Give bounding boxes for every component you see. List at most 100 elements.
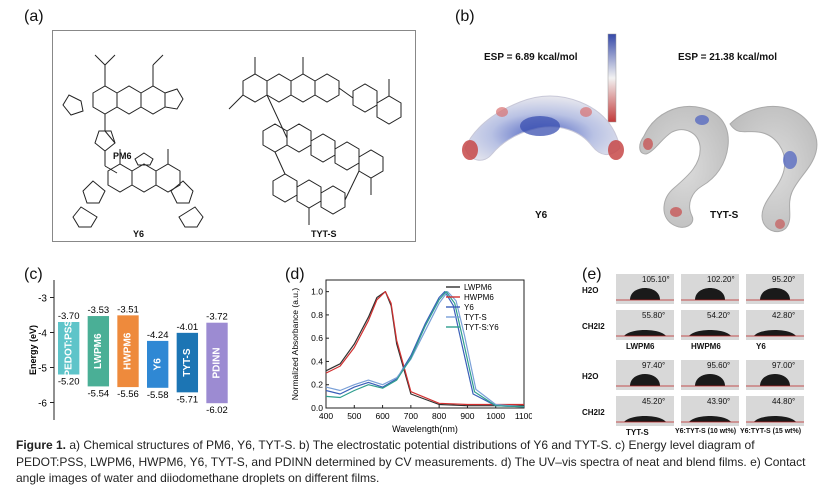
energy-bar (147, 340, 169, 388)
panel-c-label: (c) (24, 266, 43, 283)
contact-angle-image: 43.90° (681, 396, 739, 426)
diiodomethane-droplet (624, 416, 666, 422)
contact-angle-value: 97.40° (642, 361, 666, 370)
uvvis-series-line (325, 291, 524, 406)
energy-y-axis-label: Energy (eV) (28, 325, 38, 375)
contact-angle-image: 54.20° (681, 310, 739, 340)
energy-bar-category: PEDOT:PSS (63, 320, 74, 377)
uvvis-series-line (325, 291, 524, 407)
contact-angle-image: 45.20° (616, 396, 674, 426)
energy-bottom-value: -6.02 (206, 405, 228, 416)
water-droplet (630, 288, 660, 300)
contact-angle-value: 45.20° (642, 397, 666, 406)
uvvis-y-tick-label: 0.2 (311, 380, 323, 390)
uvvis-x-tick-label: 1000 (486, 411, 505, 421)
chemical-structures-panel: PM6 Y6 TYT-S (52, 30, 416, 242)
water-droplet (760, 374, 790, 386)
energy-bottom-value: -5.58 (147, 390, 169, 401)
panel-d-label: (d) (285, 266, 305, 283)
contact-angle-liquid-label: H2O (582, 372, 599, 381)
contact-angle-value: 54.20° (707, 311, 731, 320)
contact-angle-panel: H2O 105.10° 102.20° 95.20° CH2I2 55.80° 54.20°… (582, 274, 822, 437)
contact-angle-image: 102.20° (681, 274, 739, 304)
energy-bar (87, 316, 110, 387)
y6-structure-label: Y6 (133, 229, 145, 239)
film-label: TYT-S (626, 428, 649, 437)
uvvis-series-line (325, 291, 525, 408)
water-droplet (695, 288, 725, 300)
figure-caption: Figure 1. a) Chemical structures of PM6,… (16, 437, 824, 487)
film-label: Y6:TYT-S (15 wt%) (740, 428, 802, 435)
water-droplet (695, 374, 725, 386)
uvvis-series-line (325, 291, 525, 408)
contact-angle-value: 44.80° (772, 397, 796, 406)
y6-esp-name: Y6 (535, 210, 548, 221)
energy-bar-category: PDINN (212, 347, 223, 378)
uvvis-chart: 400 500 600 700 800 900 1000 1100 0.0 0.2 0.4 0.6 0.… (288, 268, 533, 440)
contact-angle-image: 97.40° (616, 360, 674, 390)
tyts-esp-name: TYT-S (710, 210, 739, 221)
uvvis-y-tick-label: 1.0 (311, 287, 323, 297)
energy-top-value: -3.51 (117, 304, 139, 315)
contact-angle-image: 44.80° (746, 396, 804, 426)
pm6-label: PM6 (113, 151, 132, 161)
contact-angle-value: 95.20° (772, 275, 796, 284)
uvvis-legend-entry: HWPM6 (464, 293, 494, 302)
energy-top-value: -3.70 (58, 311, 80, 322)
energy-bar (176, 332, 199, 393)
panel-e-label: (e) (582, 266, 602, 283)
energy-bar-category: HWPM6 (123, 332, 134, 370)
tyts-structure-label: TYT-S (311, 229, 337, 239)
energy-bottom-value: -5.56 (117, 389, 139, 400)
energy-bar (58, 322, 80, 375)
uvvis-x-tick-label: 600 (375, 411, 389, 421)
contact-angle-value: 97.00° (772, 361, 796, 370)
energy-top-value: -4.24 (147, 330, 169, 341)
uvvis-y-tick-label: 0.0 (311, 403, 323, 413)
uvvis-x-axis-label: Wavelength(nm) (392, 424, 458, 434)
uvvis-plot-frame (325, 279, 525, 409)
panel-b-label: (b) (455, 8, 475, 25)
chemical-structures-drawing (62, 54, 402, 228)
film-label: LWPM6 (626, 342, 655, 351)
energy-top-value: -3.53 (88, 305, 110, 316)
contact-angle-value: 55.80° (642, 311, 666, 320)
uvvis-svg: 400 500 600 700 800 900 1000 1100 0.0 0.2 0.4 0.6 0.… (290, 279, 533, 434)
esp-tyts-value: ESP = 21.38 kcal/mol (678, 52, 778, 63)
contact-angle-value: 42.80° (772, 311, 796, 320)
film-label: Y6:TYT-S (10 wt%) (675, 428, 737, 435)
diiodomethane-droplet (689, 416, 731, 422)
uvvis-x-tick-label: 500 (347, 411, 361, 421)
water-droplet (760, 288, 790, 300)
energy-bar-category: TYT-S (182, 348, 193, 377)
film-label: HWPM6 (691, 342, 721, 351)
uvvis-y-axis-label: Normalized Absorbance (a.u.) (290, 288, 300, 401)
uvvis-legend-entry: TYT-S (464, 313, 487, 322)
uvvis-legend-entry: LWPM6 (464, 283, 492, 292)
energy-bar (206, 322, 228, 404)
contact-angle-value: 102.20° (707, 275, 735, 284)
esp-surfaces-drawing (462, 33, 818, 232)
uvvis-x-tick-label: 800 (432, 411, 446, 421)
energy-bottom-value: -5.71 (177, 394, 199, 405)
uvvis-legend-entry: TYT-S:Y6 (464, 323, 499, 332)
energy-y-tick-label: -6 (38, 399, 47, 410)
energy-bottom-value: -5.20 (58, 377, 80, 388)
contact-angle-value: 43.90° (707, 397, 731, 406)
contact-angle-liquid-label: CH2I2 (582, 322, 605, 331)
contact-angle-value: 95.60° (707, 361, 731, 370)
contact-angle-image: 105.10° (616, 274, 674, 304)
contact-angle-value: 105.10° (642, 275, 670, 284)
contact-angle-image: 95.20° (746, 274, 804, 304)
diiodomethane-droplet (754, 330, 796, 336)
esp-panel: ESP = 6.89 kcal/mol ESP = 21.38 kcal/mol (440, 28, 828, 256)
diiodomethane-droplet (689, 330, 731, 336)
uvvis-x-tick-label: 900 (460, 411, 474, 421)
contact-angle-liquid-label: CH2I2 (582, 408, 605, 417)
energy-bar (117, 315, 139, 388)
energy-top-value: -4.01 (177, 322, 199, 333)
film-label: Y6 (756, 342, 766, 351)
panel-a-label: (a) (24, 8, 44, 25)
energy-y-tick-label: -3 (38, 294, 47, 305)
figure-caption-text: a) Chemical structures of PM6, Y6, TYT-S… (16, 438, 806, 485)
